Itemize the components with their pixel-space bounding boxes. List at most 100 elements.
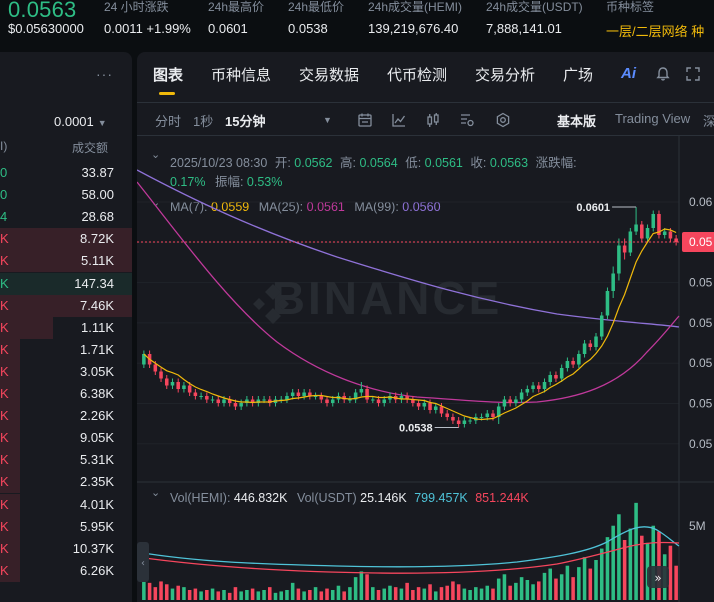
settings-icon[interactable] xyxy=(495,112,511,128)
collapse-icon[interactable]: ⌄ xyxy=(151,197,161,209)
volume-bar xyxy=(537,581,541,600)
ma-line: MA(7): 0.0559 MA(25): 0.0561 MA(99): 0.0… xyxy=(170,200,441,214)
volume-bar xyxy=(399,588,404,600)
scroll-to-latest-button[interactable] xyxy=(647,566,669,588)
depth-button-partial[interactable]: 深 xyxy=(703,114,714,129)
trade-price: 0 xyxy=(0,187,8,203)
chevron-left-icon[interactable]: ‹ xyxy=(141,558,145,569)
tab-square[interactable]: 广场 xyxy=(563,67,594,84)
volume-bar xyxy=(640,535,644,600)
volume-bar xyxy=(456,584,461,600)
trade-price: K xyxy=(0,430,9,446)
volume-bar xyxy=(594,560,598,600)
tab-chart[interactable]: 图表 xyxy=(153,67,184,84)
volume-bar xyxy=(182,587,186,600)
basic-version-button[interactable]: 基本版 xyxy=(557,114,597,129)
volume-bar xyxy=(668,545,673,600)
tab-coin-info[interactable]: 币种信息 xyxy=(211,67,272,84)
candle-body xyxy=(199,396,203,397)
candlestick-chart[interactable]: BINANCE 0.0601 0.0538 0.06 0.05 0.05 0.05 0.05 0… xyxy=(137,52,714,602)
candle-type-icon[interactable] xyxy=(425,112,441,128)
candle-body xyxy=(164,378,169,386)
ohlc-low-label: 低: xyxy=(405,156,422,170)
volume-bar xyxy=(250,588,255,600)
volume-bar xyxy=(302,591,306,600)
trade-row: K 147.34 xyxy=(0,272,132,295)
calendar-icon[interactable] xyxy=(357,112,373,128)
bell-icon[interactable] xyxy=(655,66,671,82)
collapse-icon[interactable]: ⌄ xyxy=(151,149,161,161)
volume-bar xyxy=(433,591,438,600)
stat-label-24h-high: 24h最高价 xyxy=(208,0,265,14)
trade-row: K 1.71K xyxy=(0,338,132,361)
double-chevron-right-icon[interactable]: » xyxy=(654,571,661,585)
candle-body xyxy=(205,396,209,400)
ma7-value: 0.0559 xyxy=(210,200,250,214)
trade-row: K 4.01K xyxy=(0,493,132,516)
trade-depth-bar xyxy=(0,427,20,450)
ai-icon[interactable]: Ai xyxy=(621,65,636,82)
volume-bar xyxy=(514,582,518,600)
tab-token-check[interactable]: 代币检测 xyxy=(387,67,448,84)
candle-body xyxy=(651,214,656,228)
trade-row: 4 28.68 xyxy=(0,206,132,228)
volume-bar xyxy=(199,591,203,600)
tab-trading-data[interactable]: 交易数据 xyxy=(299,67,360,84)
volume-bar xyxy=(439,587,444,600)
candle-body xyxy=(376,399,381,403)
y-axis-tick-label: 0.06 xyxy=(689,195,713,209)
trade-price: K xyxy=(0,275,9,291)
drawing-tools-icon[interactable] xyxy=(459,112,475,128)
scroll-left-handle[interactable] xyxy=(137,542,149,582)
candle-body xyxy=(290,392,295,396)
candle-body xyxy=(227,399,232,403)
tradingview-button[interactable]: Trading View xyxy=(615,111,691,126)
trade-row: K 5.11K xyxy=(0,250,132,273)
column-header-price: I) xyxy=(0,139,8,153)
volume-bar xyxy=(571,577,575,600)
candle-body xyxy=(462,420,467,424)
interval-1s[interactable]: 1秒 xyxy=(193,114,214,129)
ma99-label: MA(99): xyxy=(354,200,399,214)
candle-body xyxy=(605,291,610,316)
candle-body xyxy=(531,385,535,389)
interval-time-sharing[interactable]: 分时 xyxy=(155,114,182,129)
volume-bar xyxy=(348,587,352,600)
more-options-icon[interactable]: ··· xyxy=(96,66,113,82)
candle-body xyxy=(359,389,364,393)
trade-row: 0 33.87 xyxy=(0,162,132,184)
interval-15m[interactable]: 15分钟 xyxy=(225,114,266,129)
volume-bar xyxy=(353,577,358,600)
precision-select[interactable]: 0.0001 ▼ xyxy=(54,114,107,129)
interval-dropdown-icon[interactable]: ▼ xyxy=(323,115,332,125)
trade-amount: 6.38K xyxy=(80,386,114,401)
trade-depth-bar xyxy=(0,383,20,405)
volume-bar xyxy=(233,587,238,600)
ma25-line xyxy=(137,181,680,404)
token-tags-link[interactable]: 一层/二层网络 种 xyxy=(606,24,705,39)
ma99-value: 0.0560 xyxy=(402,200,441,214)
volume-bar xyxy=(359,571,364,600)
indicators-icon[interactable] xyxy=(391,112,407,128)
volume-bar xyxy=(525,580,530,600)
volume-bar xyxy=(502,574,507,600)
trade-amount: 2.26K xyxy=(80,408,114,424)
candle-body xyxy=(365,389,369,400)
trade-depth-bar xyxy=(0,294,132,317)
tab-trade-analysis[interactable]: 交易分析 xyxy=(475,67,536,84)
candle-body xyxy=(142,354,146,365)
volume-bar xyxy=(508,585,512,600)
chart-panel: 图表 币种信息 交易数据 代币检测 交易分析 广场 Ai 分时 1秒 15分钟 … xyxy=(137,52,714,602)
vol-usdt-value: 25.146K xyxy=(360,491,407,505)
fullscreen-icon[interactable] xyxy=(685,66,701,82)
trade-amount: 3.05K xyxy=(80,363,114,379)
volume-bar xyxy=(588,568,593,600)
candle-body xyxy=(405,396,409,400)
collapse-icon[interactable]: ⌄ xyxy=(151,487,161,499)
ohlc-change: 0.17% xyxy=(170,175,206,189)
volume-bar xyxy=(422,588,427,600)
vol-usdt-label: Vol(USDT) xyxy=(296,491,357,505)
trade-price: 4 xyxy=(0,209,8,225)
volume-bar xyxy=(651,525,656,600)
trade-amount: 5.31K xyxy=(80,452,114,468)
